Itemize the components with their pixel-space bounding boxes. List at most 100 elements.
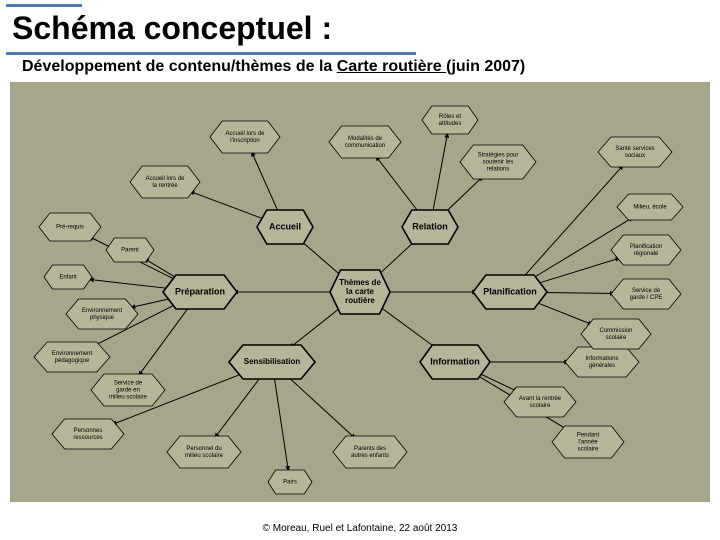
svg-text:Relation: Relation <box>412 221 448 231</box>
edge <box>190 191 263 219</box>
svg-text:Sensibilisation: Sensibilisation <box>244 357 301 366</box>
node-relation: Relation <box>402 210 458 244</box>
subtitle-link[interactable]: Carte routière <box>337 58 446 75</box>
edge <box>377 240 415 276</box>
svg-text:Environnement: Environnement <box>82 308 123 314</box>
svg-text:Parent: Parent <box>121 248 139 254</box>
svg-text:Environnement: Environnement <box>52 351 93 357</box>
title-rule-bottom <box>6 52 416 55</box>
svg-text:Accueil lors de: Accueil lors de <box>225 131 265 137</box>
svg-text:Modalités de: Modalités de <box>348 136 383 142</box>
svg-text:régionale: régionale <box>634 251 659 257</box>
node-preparation: Préparation <box>163 275 237 309</box>
edge <box>288 377 355 439</box>
svg-text:Stratégies pour: Stratégies pour <box>478 153 519 159</box>
slide-subtitle: Développement de contenu/thèmes de la Ca… <box>22 58 525 76</box>
node-rel_roles: Rôles etattitudes <box>422 106 478 134</box>
subtitle-prefix: Développement de contenu/thèmes de la <box>22 58 337 75</box>
svg-text:soutenir les: soutenir les <box>483 160 514 166</box>
node-prep_parent: Parent <box>106 238 154 262</box>
node-acc_rentree: Accueil lors dela rentrée <box>130 166 200 198</box>
svg-text:scolaire: scolaire <box>606 335 627 341</box>
svg-text:routière: routière <box>345 296 375 305</box>
svg-text:ressources: ressources <box>73 435 102 441</box>
svg-text:Avant la rentrée: Avant la rentrée <box>519 396 562 402</box>
svg-text:Personnes: Personnes <box>74 428 103 434</box>
node-prep_prerequis: Pré-requis <box>39 213 101 241</box>
svg-text:Rôles et: Rôles et <box>439 114 461 120</box>
svg-text:milieu scolaire: milieu scolaire <box>185 453 224 459</box>
node-accueil: Accueil <box>257 210 313 244</box>
node-planification: Planification <box>473 275 547 309</box>
svg-text:Santé services: Santé services <box>615 146 654 152</box>
edge <box>478 373 518 392</box>
node-prep_service: Service degarde enmilieu scolaire <box>91 374 165 406</box>
edge <box>89 279 167 288</box>
svg-text:la rentrée: la rentrée <box>152 183 178 189</box>
node-sens_pers_scol: Personnel dumilieu scolaire <box>167 436 241 468</box>
subtitle-suffix: (juin 2007) <box>446 58 525 75</box>
node-center: Thèmes dela carteroutière <box>330 270 390 314</box>
edge <box>543 292 614 293</box>
node-plan_sante: Santé servicessociaux <box>598 137 672 167</box>
node-plan_milieu: Milieu, école <box>617 194 683 220</box>
svg-text:communication: communication <box>345 143 385 149</box>
edge <box>290 307 341 348</box>
edge <box>538 258 620 283</box>
svg-text:Préparation: Préparation <box>175 286 225 296</box>
node-sens_parents: Parents desautres enfants <box>333 436 407 468</box>
svg-text:garde / CPE: garde / CPE <box>630 295 663 301</box>
edge <box>300 240 342 276</box>
node-rel_strategies: Stratégies poursoutenir lesrelations <box>460 145 536 179</box>
svg-text:physique: physique <box>90 315 115 321</box>
node-plan_comm: Commissionscolaire <box>581 319 651 349</box>
svg-text:milieu scolaire: milieu scolaire <box>109 395 148 401</box>
node-prep_enfant: Enfant <box>44 265 92 289</box>
svg-text:scolaire: scolaire <box>578 447 599 453</box>
node-information: Information <box>420 345 490 379</box>
svg-text:autres enfants: autres enfants <box>351 453 389 459</box>
svg-text:sociaux: sociaux <box>625 153 645 159</box>
edge <box>139 307 189 375</box>
edge <box>523 165 623 277</box>
svg-text:attitudes: attitudes <box>439 121 462 127</box>
svg-text:Service de: Service de <box>114 381 143 387</box>
edge <box>536 302 593 324</box>
svg-text:Pairs: Pairs <box>283 480 297 486</box>
edge <box>252 152 278 212</box>
footer-copyright: © Moreau, Ruel et Lafontaine, 22 août 20… <box>0 523 720 534</box>
svg-text:Accueil lors de: Accueil lors de <box>145 176 185 182</box>
node-plan_cpe: Service degarde / CPE <box>611 279 681 309</box>
edge <box>215 377 261 437</box>
node-sensibilisation: Sensibilisation <box>229 345 315 379</box>
node-info_annee: Pendantl'annéescolaire <box>552 426 624 458</box>
edge <box>433 133 448 211</box>
svg-text:l'inscription: l'inscription <box>230 138 260 144</box>
node-sens_pairs: Pairs <box>268 470 312 494</box>
node-prep_envphys: Environnementphysique <box>66 299 138 329</box>
diagram-svg: Thèmes dela carteroutière Accueil Relation… <box>10 82 710 502</box>
svg-text:Planification: Planification <box>630 244 662 250</box>
svg-text:Accueil: Accueil <box>269 221 301 231</box>
edge <box>274 378 288 471</box>
svg-text:générales: générales <box>589 363 615 369</box>
svg-text:Pendant: Pendant <box>577 433 600 439</box>
node-rel_modalites: Modalités decommunication <box>329 126 401 158</box>
edge <box>376 156 419 212</box>
slide: Schéma conceptuel : Développement de con… <box>0 0 720 540</box>
slide-title: Schéma conceptuel : <box>12 10 332 47</box>
edge <box>144 259 179 280</box>
svg-text:Parents des: Parents des <box>354 446 386 452</box>
svg-text:scolaire: scolaire <box>530 403 551 409</box>
edge <box>131 299 170 308</box>
svg-text:Pré-requis: Pré-requis <box>56 225 84 231</box>
node-acc_inscription: Accueil lors del'inscription <box>210 121 280 153</box>
svg-text:Milieu, école: Milieu, école <box>633 205 667 211</box>
svg-text:Planification: Planification <box>483 286 537 296</box>
node-plan_regionale: Planificationrégionale <box>611 235 681 265</box>
svg-text:Information: Information <box>430 356 480 366</box>
svg-text:pédagogique: pédagogique <box>55 358 90 364</box>
svg-text:Informations: Informations <box>585 356 618 362</box>
svg-text:la carte: la carte <box>346 287 375 296</box>
svg-text:garde en: garde en <box>116 388 140 394</box>
